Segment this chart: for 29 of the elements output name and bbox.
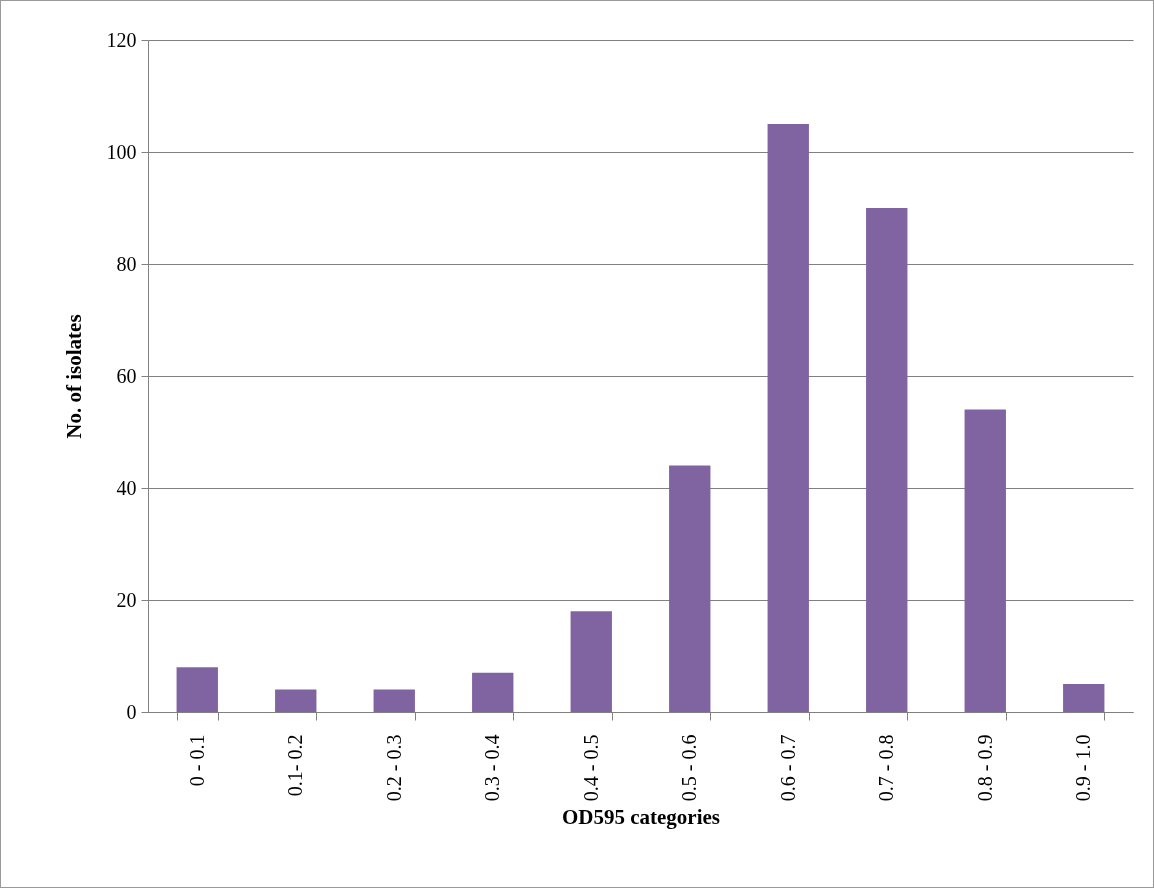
bar — [275, 689, 317, 712]
y-tick-label: 40 — [116, 476, 137, 499]
y-axis-title: No. of isolates — [61, 314, 86, 439]
bar — [1063, 684, 1105, 712]
x-tick-label: 0.1- 0.2 — [284, 734, 307, 797]
x-tick-label: 0.5 - 0.6 — [678, 734, 701, 802]
bar — [767, 124, 809, 712]
bar — [176, 667, 218, 712]
y-tick-label: 100 — [106, 140, 137, 163]
x-tick-label: 0.8 - 0.9 — [973, 734, 996, 802]
x-axis-title: OD595 categories — [561, 805, 721, 830]
y-tick-label: 0 — [126, 700, 137, 723]
bar — [964, 409, 1006, 712]
bar — [669, 465, 711, 712]
x-tick-label: 0.7 - 0.8 — [875, 734, 898, 802]
y-tick-label: 120 — [106, 28, 137, 51]
y-tick-label: 60 — [116, 364, 137, 387]
y-tick-label: 20 — [116, 588, 137, 611]
x-tick-label: 0.6 - 0.7 — [776, 734, 799, 802]
bar — [472, 672, 514, 712]
bar — [570, 611, 612, 712]
x-tick-label: 0 - 0.1 — [185, 734, 208, 787]
y-tick-label: 80 — [116, 252, 137, 275]
x-tick-label: 0.3 - 0.4 — [481, 734, 504, 802]
bar — [373, 689, 415, 712]
x-tick-label: 0.4 - 0.5 — [579, 734, 602, 802]
x-tick-label: 0.2 - 0.3 — [382, 734, 405, 802]
x-tick-label: 0.9 - 1.0 — [1072, 734, 1095, 802]
bar — [866, 208, 908, 712]
